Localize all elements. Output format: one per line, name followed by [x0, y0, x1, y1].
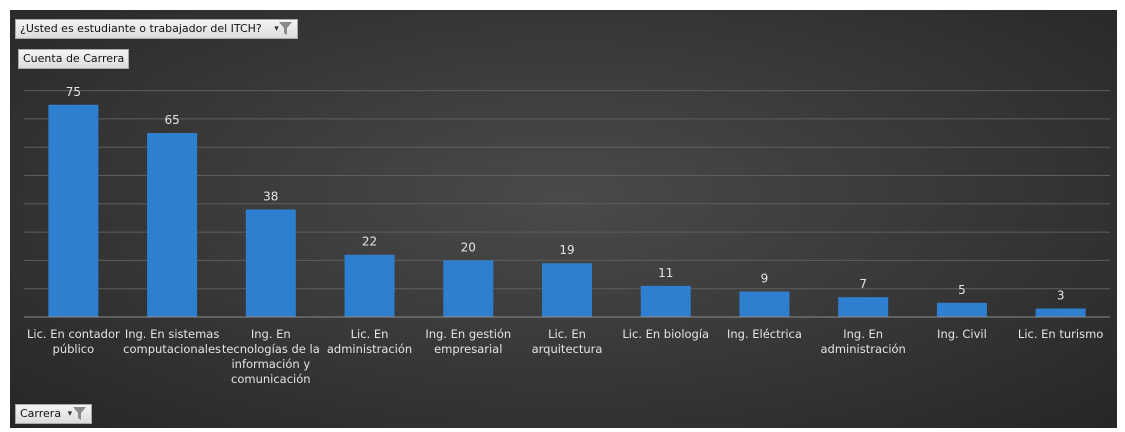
page-filter-label: ¿Usted es estudiante o trabajador del IT…: [20, 22, 262, 35]
x-tick-label: Lic. En administración: [327, 327, 412, 356]
bar: [936, 302, 987, 317]
data-label: 22: [362, 235, 377, 249]
x-tick-label: Lic. En contador público: [27, 327, 120, 356]
page-filter-field-button[interactable]: ¿Usted es estudiante o trabajador del IT…: [15, 19, 299, 39]
data-label: 11: [658, 266, 673, 280]
dropdown-arrow-icon: ▾: [67, 409, 73, 419]
x-tick-label-line: Lic. En: [351, 327, 389, 341]
x-tick-label-line: comunicación: [231, 372, 311, 386]
x-tick-label-line: Lic. En contador: [27, 327, 120, 341]
bar: [48, 104, 99, 317]
bar: [542, 263, 592, 317]
x-tick-label-line: Lic. En biología: [622, 327, 709, 341]
x-tick-label-line: administración: [327, 342, 412, 356]
x-tick-label-line: Ing. Civil: [937, 327, 987, 341]
x-tick-label-line: administración: [821, 342, 906, 356]
x-tick-label-line: Ing. En: [251, 327, 291, 341]
value-field-button[interactable]: Cuenta de Carrera: [18, 49, 130, 69]
x-tick-label-line: empresarial: [434, 342, 502, 356]
data-label: 75: [66, 85, 81, 99]
x-tick-label: Ing. En gestión empresarial: [425, 327, 511, 356]
x-tick-label: Ing. Civil: [937, 327, 987, 341]
bar: [245, 209, 296, 317]
x-tick-label-line: público: [53, 342, 95, 356]
bar: [838, 297, 889, 317]
data-label: 20: [461, 240, 476, 254]
bar: [344, 254, 395, 317]
x-tick-label-line: información y: [231, 357, 310, 371]
x-tick-label: Ing. En tecnologías de la información y com…: [222, 327, 320, 386]
dropdown-arrow-icon: ▾: [274, 24, 279, 34]
data-label: 5: [958, 283, 966, 297]
bar: [1035, 308, 1086, 317]
data-label: 38: [263, 189, 278, 203]
bar: [147, 133, 198, 317]
data-label: 7: [859, 277, 867, 291]
bars: [48, 104, 1086, 317]
bar: [640, 285, 691, 317]
x-tick-label: Ing. En administración: [821, 327, 906, 356]
filter-dropdown-button[interactable]: ▾: [67, 405, 87, 423]
x-tick-label-line: Ing. Eléctrica: [727, 327, 802, 341]
x-tick-label-line: Lic. En turismo: [1018, 327, 1103, 341]
x-tick-label-line: Lic. En: [548, 327, 586, 341]
value-field-label: Cuenta de Carrera: [23, 52, 125, 65]
data-label: 19: [559, 243, 574, 257]
filter-icon: [72, 407, 86, 420]
axis-field-button[interactable]: Carrera ▾: [15, 404, 92, 424]
gridlines: [24, 90, 1110, 290]
x-tick-label-line: Ing. En: [843, 327, 883, 341]
bar: [739, 291, 790, 317]
x-tick-label: Lic. En biología: [622, 327, 709, 341]
x-tick-label: Ing. Eléctrica: [727, 327, 802, 341]
x-tick-label-line: Ing. En gestión: [425, 327, 511, 341]
x-tick-label: Ing. En sistemas computacionales: [123, 327, 221, 356]
x-tick-label-line: tecnologías de la: [222, 342, 320, 356]
data-label: 3: [1057, 289, 1065, 303]
filter-dropdown-button[interactable]: ▾: [273, 20, 293, 38]
data-label: 9: [761, 272, 769, 286]
x-tick-label-line: Ing. En sistemas: [125, 327, 220, 341]
axis-field-label: Carrera: [20, 407, 62, 420]
bar: [443, 260, 494, 317]
x-tick-label-line: computacionales: [123, 342, 221, 356]
filter-icon: [279, 22, 293, 35]
data-label: 65: [164, 113, 179, 127]
x-tick-label: Lic. En arquitectura: [532, 327, 603, 356]
chart-area: 75 65 38 22 20 19 11 9 7 5 3 Lic. En contador públi…: [10, 10, 1117, 428]
x-tick-label: Lic. En turismo: [1018, 327, 1103, 341]
x-tick-label-line: arquitectura: [532, 342, 603, 356]
